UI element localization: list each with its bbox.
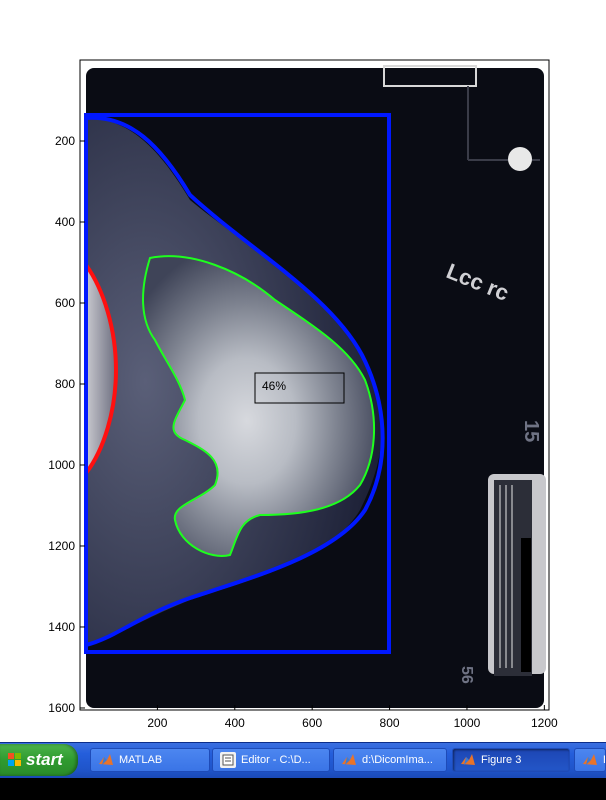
task-label: MATLAB: [119, 754, 163, 766]
x-tick-label: 1000: [454, 716, 481, 730]
start-button[interactable]: start: [0, 744, 78, 776]
matlab-icon: [460, 752, 476, 768]
dense-tissue-outline: [142, 255, 375, 557]
y-tick-label: 800: [55, 377, 75, 391]
density-annotation: 46%: [262, 379, 286, 393]
x-tick-label: 600: [302, 716, 322, 730]
editor-icon: [220, 752, 236, 768]
film-marker-dot: [508, 147, 532, 171]
taskbar-button-editor[interactable]: Editor - C:\D...: [212, 748, 330, 772]
film-marker-number: 15: [520, 420, 542, 442]
axes-frame: [79, 59, 550, 711]
mammogram-plot: Lcc rc 15 56 46% 20040060080010001200140…: [48, 59, 558, 730]
film-label-lines: [499, 485, 513, 668]
x-tick-label: 1200: [531, 716, 558, 730]
y-tick-label: 1600: [48, 701, 75, 715]
windows-flag-icon: [8, 753, 21, 766]
y-tick-label: 1200: [48, 539, 75, 553]
y-axis: 200 400 600 800 1000 1200 1400 1600: [48, 134, 85, 715]
taskbar-button-matlab[interactable]: MATLAB: [90, 748, 210, 772]
x-axis: 200 400 600 800 1000 1200: [147, 705, 558, 730]
breast-outline: [85, 115, 385, 647]
annotation-box: [254, 372, 345, 404]
task-label: Figure 3: [481, 754, 522, 766]
x-tick-label: 400: [225, 716, 245, 730]
matlab-icon: [341, 752, 357, 768]
y-tick-label: 600: [55, 296, 75, 310]
roi-box: [84, 113, 391, 654]
x-tick-label: 800: [380, 716, 400, 730]
task-label: d:\DicomIma...: [362, 754, 433, 766]
film-marker-number-2: 56: [458, 666, 475, 684]
start-label: start: [26, 750, 63, 769]
matlab-icon: [98, 752, 114, 768]
pectoral-outline: [84, 263, 119, 475]
task-label: Editor - C:\D...: [241, 754, 311, 766]
figure-window: Lcc rc 15 56 46% 200 400 600 800 1000 1200 140…: [48, 59, 559, 730]
taskbar-button-dicom[interactable]: d:\DicomIma...: [333, 748, 447, 772]
y-tick-label: 1000: [48, 458, 75, 472]
x-tick-label: 200: [147, 716, 167, 730]
taskbar-button-e[interactable]: E: [574, 748, 606, 772]
screen-bottom: [0, 778, 606, 800]
matlab-icon: [582, 752, 598, 768]
taskbar-button-figure-3[interactable]: Figure 3: [452, 748, 570, 772]
task-label: E: [603, 754, 605, 766]
y-tick-label: 200: [55, 134, 75, 148]
y-tick-label: 400: [55, 215, 75, 229]
windows-taskbar: start MATLAB Editor - C:\D... d:\DicomIm…: [0, 742, 606, 779]
y-tick-label: 1400: [48, 620, 75, 634]
dense-tissue: [143, 256, 375, 556]
